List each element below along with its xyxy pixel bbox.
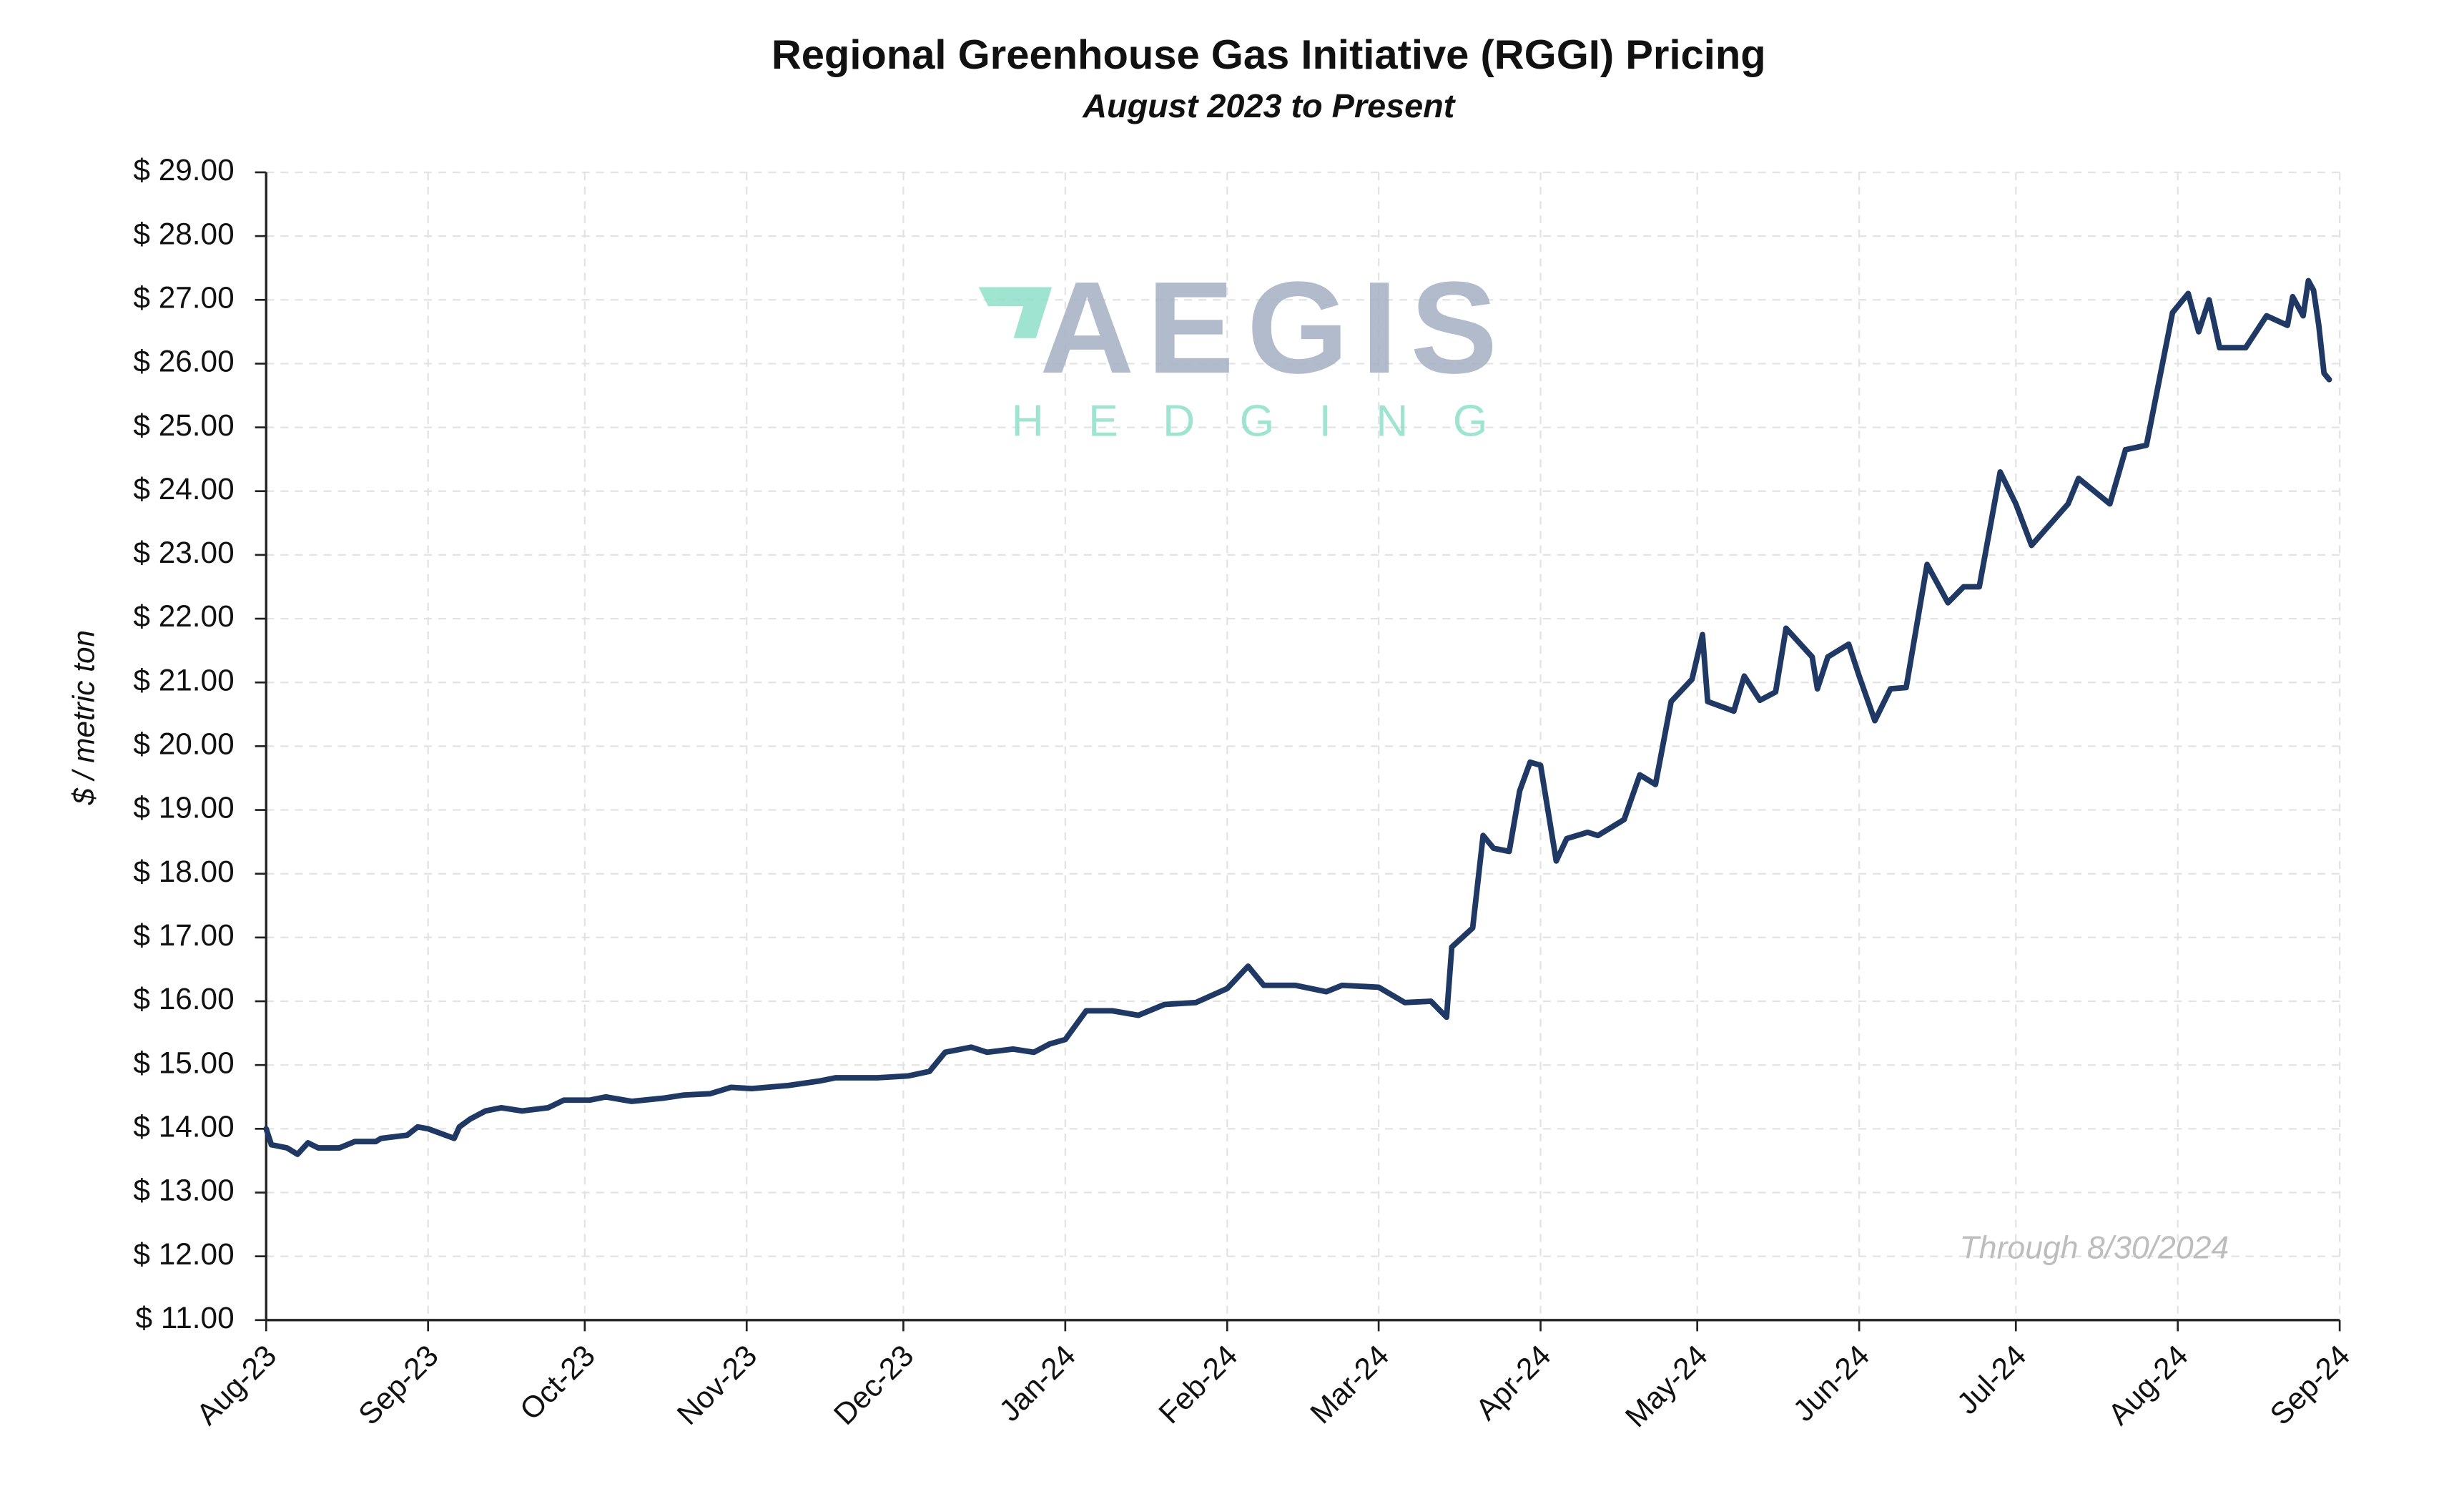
- y-tick-label: $ 13.00: [133, 1174, 234, 1207]
- x-tick-label: Mar-24: [1304, 1338, 1395, 1430]
- y-tick-label: $ 16.00: [133, 982, 234, 1016]
- y-tick-label: $ 24.00: [133, 472, 234, 506]
- x-tick-label: Dec-23: [827, 1338, 920, 1431]
- y-tick-label: $ 19.00: [133, 791, 234, 825]
- price-line: [263, 277, 2332, 1157]
- y-tick-label: $ 27.00: [133, 280, 234, 314]
- x-tick-label: Sep-23: [352, 1338, 445, 1431]
- x-tick-label: Jul-24: [1951, 1338, 2033, 1420]
- x-tick-label: Jun-24: [1787, 1338, 1876, 1427]
- logo-tagline: HEDGING: [1012, 397, 1532, 446]
- annotation: Through 8/30/2024: [1960, 1231, 2229, 1266]
- y-tick-label: $ 11.00: [136, 1301, 235, 1335]
- x-tick-label: Apr-24: [1469, 1338, 1557, 1426]
- x-tick-label: Sep-24: [2264, 1338, 2357, 1431]
- y-tick-label: $ 17.00: [133, 918, 234, 952]
- x-tick-label: Aug-23: [190, 1338, 283, 1431]
- y-tick-label: $ 26.00: [133, 345, 234, 378]
- y-tick-label: $ 20.00: [133, 727, 234, 761]
- chart-subtitle: August 2023 to Present: [1082, 87, 1457, 124]
- y-tick-label: $ 14.00: [133, 1110, 234, 1144]
- x-tick-label: Jan-24: [992, 1338, 1082, 1427]
- logo-icon: [978, 287, 1053, 338]
- y-tick-label: $ 25.00: [133, 408, 234, 442]
- y-tick-label: $ 12.00: [133, 1237, 234, 1271]
- y-axis-label: $ / metric ton: [67, 630, 101, 806]
- y-tick-label: $ 23.00: [133, 536, 234, 569]
- y-tick-label: $ 28.00: [133, 217, 234, 250]
- y-tick-label: $ 21.00: [133, 663, 234, 697]
- x-tick-label: Feb-24: [1152, 1338, 1243, 1430]
- y-tick-label: $ 22.00: [133, 599, 234, 633]
- chart-title: Regional Greenhouse Gas Initiative (RGGI…: [772, 32, 1766, 78]
- x-tick-label: May-24: [1619, 1338, 1714, 1433]
- y-tick-label: $ 15.00: [133, 1046, 234, 1079]
- y-tick-label: $ 29.00: [133, 153, 234, 187]
- x-tick-label: Oct-23: [513, 1338, 601, 1426]
- watermark: AEGIS HEDGING: [978, 255, 1532, 446]
- x-tick-label: Nov-23: [671, 1338, 764, 1431]
- logo-text: AEGIS: [1040, 255, 1510, 400]
- y-tick-label: $ 18.00: [133, 855, 234, 888]
- x-tick-label: Aug-24: [2101, 1338, 2194, 1431]
